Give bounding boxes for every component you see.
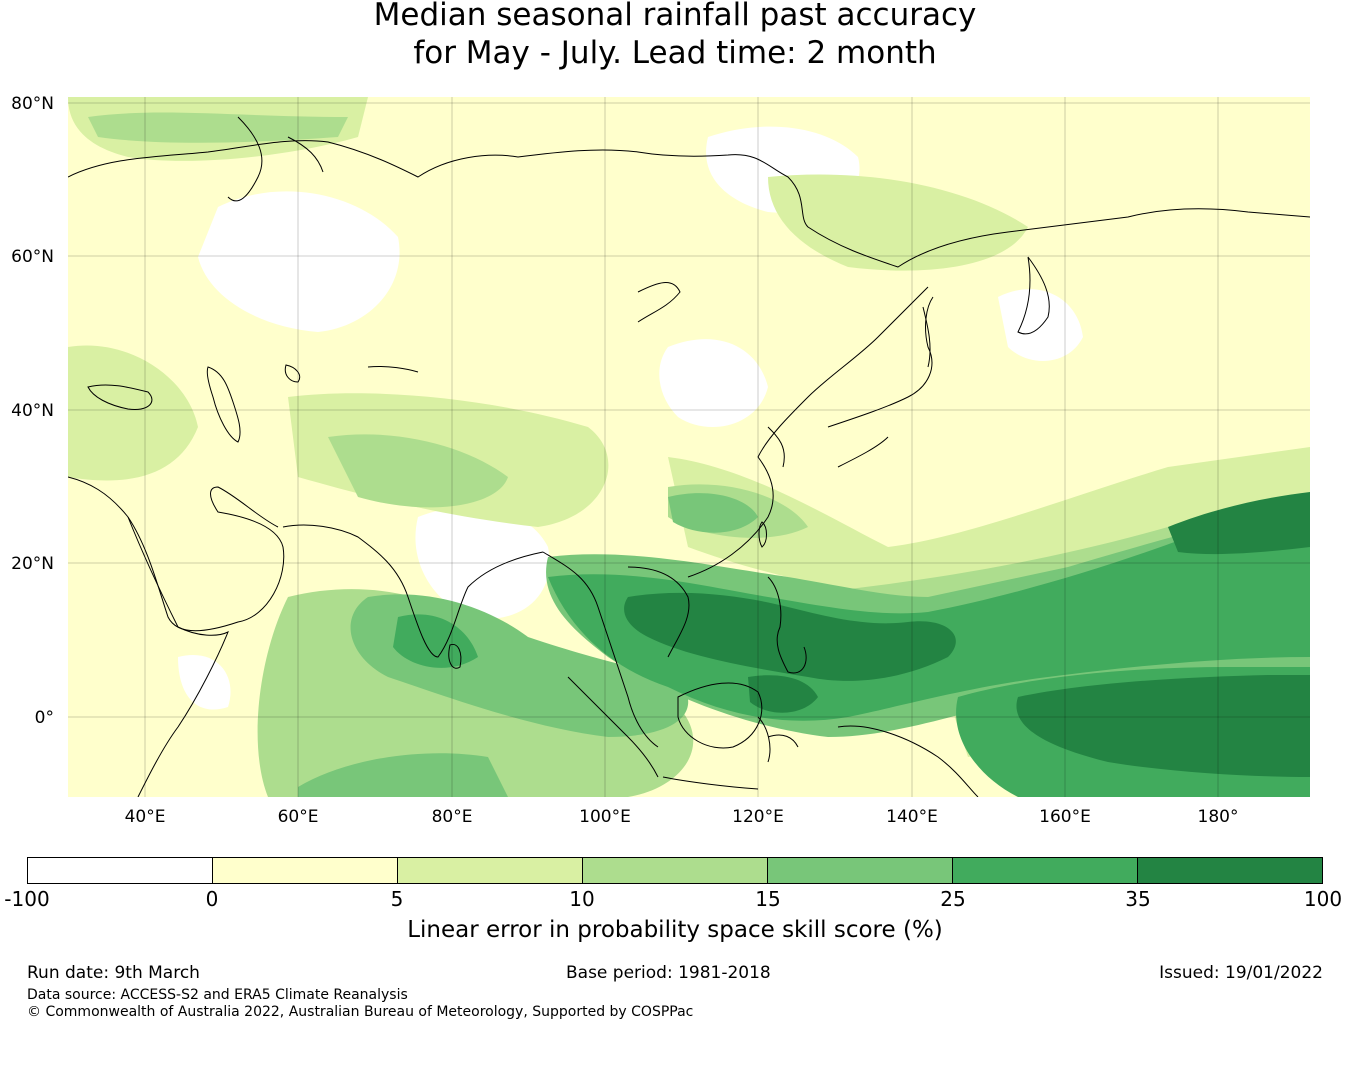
map-canvas bbox=[68, 97, 1310, 797]
colorbar-segment bbox=[768, 858, 953, 883]
colorbar bbox=[27, 857, 1323, 884]
colorbar-segment bbox=[28, 858, 213, 883]
chart-title-line2: for May - July. Lead time: 2 month bbox=[413, 35, 937, 71]
lon-label-140e: 140°E bbox=[886, 807, 938, 827]
colorbar-segment bbox=[398, 858, 583, 883]
copyright: © Commonwealth of Australia 2022, Austra… bbox=[27, 1004, 694, 1020]
lon-label-100e: 100°E bbox=[579, 807, 631, 827]
data-source: Data source: ACCESS-S2 and ERA5 Climate … bbox=[27, 987, 408, 1003]
lat-label-20n: 20°N bbox=[11, 554, 54, 574]
colorbar-tick: 35 bbox=[1125, 887, 1151, 911]
colorbar-segment bbox=[213, 858, 398, 883]
colorbar-tick: 100 bbox=[1303, 887, 1343, 911]
skill-regions bbox=[68, 97, 1310, 797]
lon-label-120e: 120°E bbox=[732, 807, 784, 827]
colorbar-tick: 15 bbox=[755, 887, 781, 911]
lon-label-180: 180° bbox=[1197, 807, 1239, 827]
chart-title-line1: Median seasonal rainfall past accuracy bbox=[373, 0, 977, 33]
lon-label-160e: 160°E bbox=[1039, 807, 1091, 827]
colorbar-tick: 5 bbox=[390, 887, 404, 911]
lat-label-0: 0° bbox=[34, 708, 54, 728]
colorbar-tick: 0 bbox=[205, 887, 219, 911]
colorbar-segment bbox=[953, 858, 1138, 883]
lat-label-40n: 40°N bbox=[11, 401, 54, 421]
colorbar-tick: 10 bbox=[569, 887, 595, 911]
lon-label-60e: 60°E bbox=[277, 807, 319, 827]
lat-label-80n: 80°N bbox=[11, 94, 54, 114]
colorbar-tick: 25 bbox=[940, 887, 966, 911]
colorbar-tick: -100 bbox=[4, 887, 50, 911]
skill-score-map bbox=[68, 97, 1310, 797]
coastlines bbox=[68, 116, 1310, 797]
lon-label-80e: 80°E bbox=[431, 807, 473, 827]
run-date: Run date: 9th March bbox=[27, 963, 200, 983]
colorbar-label: Linear error in probability space skill … bbox=[407, 917, 943, 943]
graticule bbox=[68, 97, 1310, 797]
region-skill-35-100 bbox=[624, 492, 1310, 777]
issued-date: Issued: 19/01/2022 bbox=[1159, 963, 1323, 983]
colorbar-segment bbox=[583, 858, 768, 883]
colorbar-segment bbox=[1138, 858, 1322, 883]
lat-label-60n: 60°N bbox=[11, 247, 54, 267]
lon-label-40e: 40°E bbox=[124, 807, 166, 827]
base-period: Base period: 1981-2018 bbox=[566, 963, 771, 983]
